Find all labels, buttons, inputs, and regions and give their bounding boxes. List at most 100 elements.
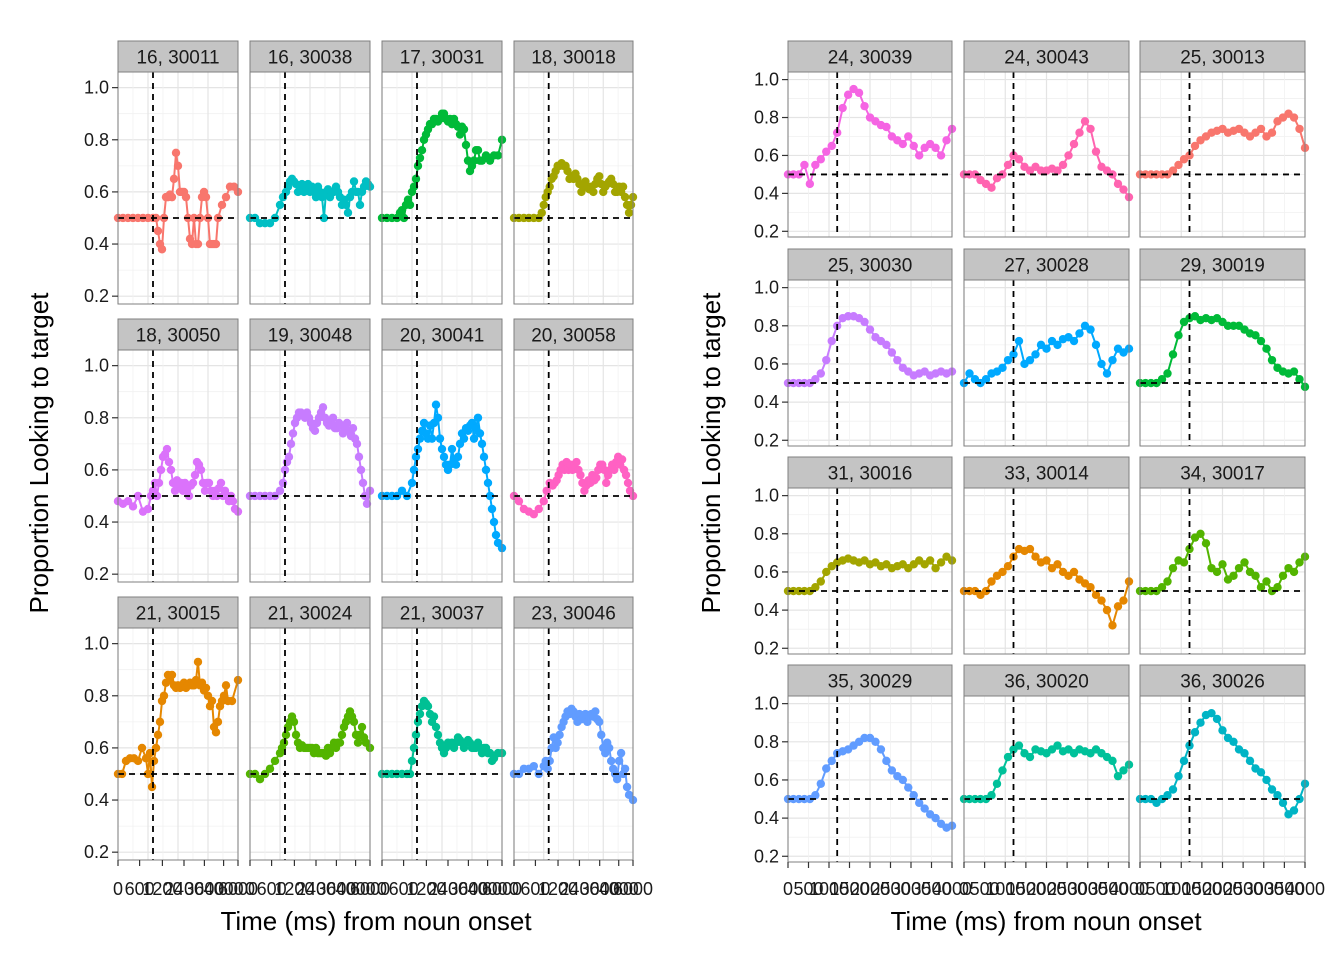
data-point (626, 200, 636, 210)
data-point (1240, 558, 1249, 567)
x-tick-label: 500 (793, 879, 823, 899)
y-tick-label: 0.2 (754, 846, 779, 866)
left-facet-grid: 16, 30011 0.2 0.4 0.6 0.8 1.0 16, 30038 17, 300… (24, 40, 653, 936)
data-point (221, 192, 231, 202)
data-point (1251, 331, 1260, 340)
data-point (904, 132, 913, 141)
data-point (1240, 749, 1249, 758)
panel-border (381, 71, 503, 305)
data-point (1014, 741, 1024, 750)
y-tick-label: 0.4 (754, 183, 779, 203)
x-tick-label: 3500 (1088, 879, 1128, 899)
data-point (606, 756, 616, 766)
data-point (1042, 344, 1051, 353)
facet-strip-label: 18, 30050 (136, 326, 221, 347)
data-point (624, 208, 634, 217)
data-point (469, 434, 479, 443)
facet-strip-label: 27, 30028 (1004, 256, 1089, 277)
data-point (553, 738, 562, 747)
data-point (838, 103, 847, 113)
facet-strip-label: 20, 30041 (400, 326, 485, 347)
x-tick-label: 4000 (468, 879, 508, 899)
x-tick-label: 3000 (891, 879, 931, 899)
data-point (1256, 336, 1266, 346)
data-point (1174, 160, 1183, 170)
y-tick-label: 0.2 (84, 286, 109, 306)
data-point (936, 151, 946, 160)
data-point (453, 452, 463, 462)
data-point (882, 756, 891, 766)
facet-panel: 29, 30019 (1135, 248, 1310, 447)
data-point (1080, 117, 1090, 126)
data-point (1163, 577, 1172, 586)
data-point (1064, 151, 1073, 160)
data-point (998, 567, 1007, 577)
facet-strip-label: 24, 30043 (1004, 48, 1089, 69)
data-point (461, 140, 471, 150)
data-point (539, 200, 548, 210)
facet-strip-label: 18, 30018 (531, 48, 616, 69)
data-point (190, 470, 200, 480)
data-point (1295, 124, 1304, 134)
panel-border (963, 279, 1130, 447)
data-point (137, 743, 147, 753)
data-point (1102, 605, 1112, 615)
panel-border (963, 487, 1130, 655)
data-point (854, 88, 864, 98)
data-point (217, 200, 227, 210)
data-point (451, 460, 461, 469)
x-tick-label: 600 (257, 879, 287, 899)
x-tick-label: 3600 (184, 879, 224, 899)
data-point (539, 496, 548, 506)
data-point (133, 756, 143, 766)
x-tick-label: 1200 (406, 879, 446, 899)
data-point (201, 683, 211, 693)
data-point (1086, 583, 1095, 592)
data-point (1229, 571, 1238, 580)
data-point (529, 761, 539, 771)
y-tick-label: 0.6 (754, 770, 779, 790)
data-point (822, 567, 831, 577)
data-point (270, 756, 280, 766)
data-point (162, 444, 172, 454)
data-point (181, 192, 191, 202)
data-point (487, 504, 497, 514)
x-tick-label: 6000 (218, 879, 258, 899)
x-tick-label: 0 (509, 879, 519, 899)
panel-border (381, 627, 503, 861)
data-point (193, 657, 203, 667)
data-point (915, 151, 924, 160)
facet-strip (513, 318, 634, 351)
data-point (1108, 756, 1117, 766)
x-tick-label: 3600 (448, 879, 488, 899)
data-point (1069, 139, 1079, 149)
data-point (189, 213, 199, 223)
data-point (616, 748, 626, 758)
data-point (992, 779, 1002, 788)
facet-panel: 24, 30043 (959, 40, 1134, 238)
data-point (167, 670, 177, 680)
panel-border (249, 627, 371, 861)
data-point (159, 691, 169, 700)
data-point (981, 375, 991, 384)
data-point (555, 730, 564, 740)
data-point (479, 452, 489, 462)
y-tick-label: 1.0 (754, 70, 779, 90)
data-point (193, 239, 203, 249)
data-point (164, 457, 174, 467)
data-point (157, 245, 167, 254)
data-point (887, 348, 897, 357)
data-point (987, 791, 996, 800)
y-tick-label: 0.6 (754, 562, 779, 582)
y-tick-label: 0.2 (754, 221, 779, 241)
data-point (362, 499, 372, 508)
data-point (1256, 768, 1266, 777)
facet-strip-label: 24, 30039 (828, 48, 913, 69)
data-point (882, 340, 891, 350)
data-point (310, 426, 320, 436)
data-point (1031, 552, 1040, 561)
x-tick-label: 600 (520, 879, 550, 899)
x-tick-label: 4000 (336, 879, 376, 899)
data-point (871, 737, 880, 746)
panel-border (117, 71, 239, 305)
